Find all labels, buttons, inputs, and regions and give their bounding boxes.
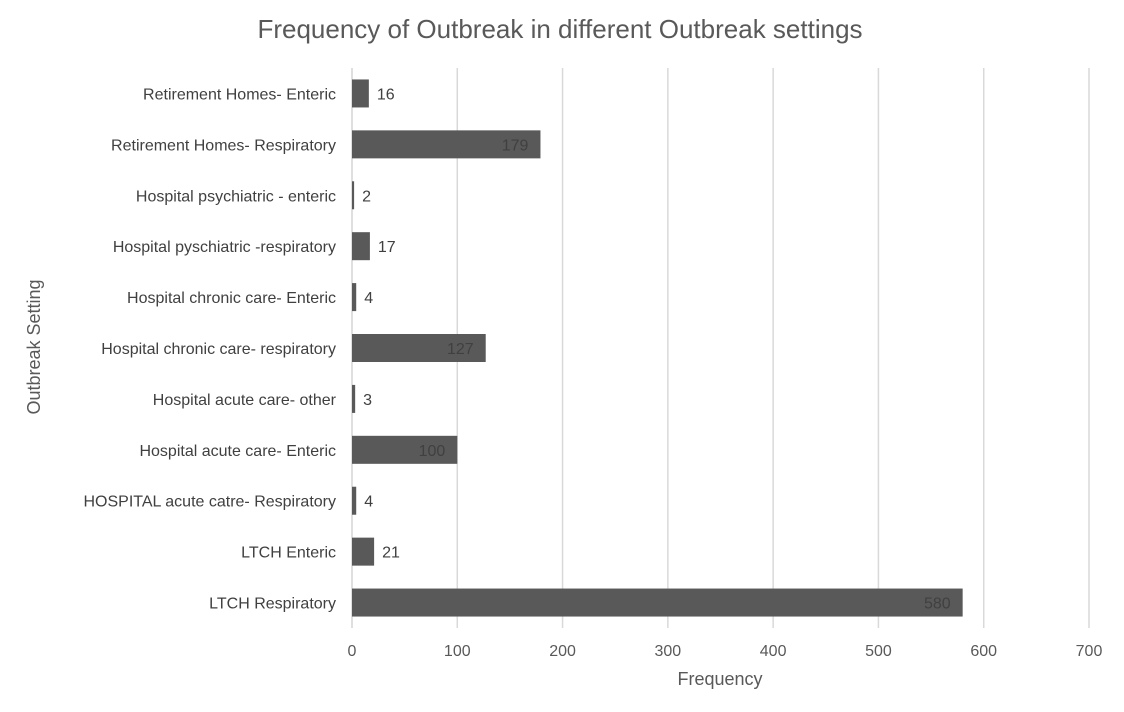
data-labels: 16 179 2 17 4 127 3 100 4 21 580: [362, 86, 951, 612]
category-label: LTCH Enteric: [241, 545, 336, 562]
bar: [352, 384, 356, 413]
bar: [352, 232, 370, 261]
bar: [352, 588, 963, 617]
x-tick-label: 600: [970, 643, 997, 660]
category-label: Hospital acute care- Enteric: [139, 443, 336, 460]
category-label: Hospital chronic care- respiratory: [101, 341, 336, 358]
data-label: 16: [377, 86, 395, 103]
x-tick-label: 0: [348, 643, 357, 660]
bar: [352, 79, 369, 108]
data-label: 127: [447, 341, 474, 358]
data-label: 179: [502, 137, 529, 154]
bar: [352, 435, 458, 464]
x-tick-label: 500: [865, 643, 892, 660]
data-label: 4: [364, 290, 373, 307]
y-axis-title: Outbreak Setting: [24, 279, 44, 414]
bar: [352, 130, 541, 159]
x-tick-labels: 0 100 200 300 400 500 600 700: [348, 643, 1103, 660]
category-label: Retirement Homes- Enteric: [143, 86, 336, 103]
data-label: 100: [419, 443, 446, 460]
bar: [352, 537, 375, 566]
x-tick-label: 200: [549, 643, 576, 660]
category-labels: Retirement Homes- Enteric Retirement Home…: [83, 86, 336, 612]
x-axis-title: Frequency: [677, 669, 762, 689]
data-label: 3: [363, 392, 372, 409]
data-label: 21: [382, 545, 400, 562]
grid-lines: [351, 68, 1090, 628]
category-label: Retirement Homes- Respiratory: [111, 137, 336, 154]
x-tick-label: 100: [444, 643, 471, 660]
category-label: Hospital psychiatric - enteric: [136, 188, 336, 205]
data-label: 2: [362, 188, 371, 205]
bars: [352, 79, 963, 617]
x-tick-label: 400: [760, 643, 787, 660]
data-label: 17: [378, 239, 396, 256]
category-label: Hospital pyschiatric -respiratory: [113, 239, 336, 256]
bar: [352, 486, 357, 515]
data-label: 4: [364, 494, 373, 511]
bar: [352, 334, 486, 362]
data-label: 580: [924, 596, 951, 613]
category-label: LTCH Respiratory: [209, 596, 336, 613]
category-label: Hospital acute care- other: [153, 392, 337, 409]
category-label: Hospital chronic care- Enteric: [127, 290, 336, 307]
category-label: HOSPITAL acute catre- Respiratory: [83, 494, 336, 511]
x-tick-label: 700: [1076, 643, 1103, 660]
chart-title: Frequency of Outbreak in different Outbr…: [257, 14, 862, 44]
bar: [352, 283, 357, 312]
bar: [352, 181, 355, 210]
x-tick-label: 300: [655, 643, 682, 660]
